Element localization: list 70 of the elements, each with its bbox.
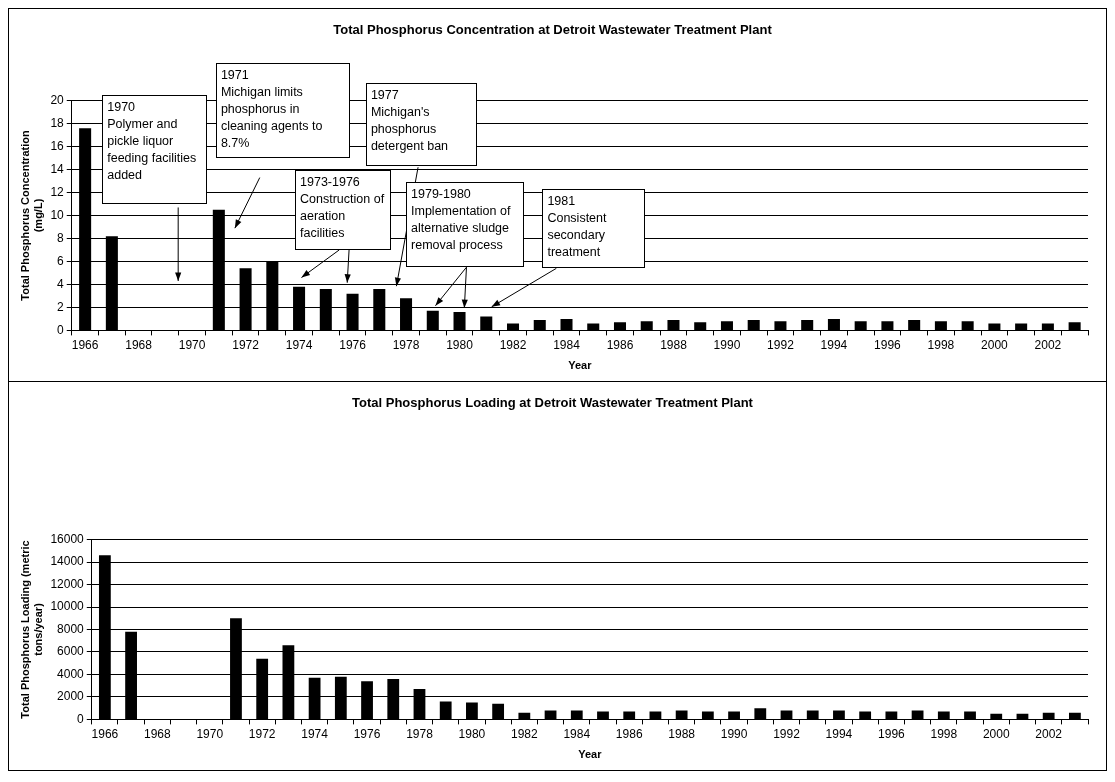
y-tick-label: 4000	[57, 666, 85, 681]
x-tick-label: 1972	[232, 337, 260, 352]
y-tick-label: 2000	[57, 689, 85, 704]
x-tick-label: 1966	[71, 337, 99, 352]
x-tick-label: 1996	[878, 726, 906, 741]
y-tick-label: 0	[77, 711, 85, 726]
x-axis-title: Year	[578, 748, 603, 761]
y-tick-label: 18	[50, 115, 65, 130]
y-axis-title: Total Phosphorus Loading (metric tons/year)	[18, 540, 44, 719]
x-tick-label: 1984	[563, 726, 591, 741]
y-tick-label: 8	[57, 230, 65, 245]
x-tick-label: 1974	[301, 726, 329, 741]
y-tick-label: 8000	[57, 621, 85, 636]
x-tick-label: 1986	[615, 726, 643, 741]
x-tick-label: 1986	[606, 337, 634, 352]
x-tick-label: 1978	[406, 726, 434, 741]
x-tick-label: 2002	[1034, 337, 1062, 352]
x-tick-label: 1988	[668, 726, 696, 741]
y-tick-label: 6	[57, 253, 65, 268]
x-tick-label: 1990	[713, 337, 741, 352]
x-tick-label: 1992	[767, 337, 795, 352]
callout-box: 1979-1980 Implementation of alternative sludge removal process	[406, 182, 524, 268]
y-tick-label: 2	[57, 299, 65, 314]
y-tick-label: 20	[50, 92, 65, 107]
x-tick-label: 1980	[458, 726, 486, 741]
x-tick-label: 1980	[446, 337, 474, 352]
x-tick-label: 1994	[820, 337, 848, 352]
x-axis-title: Year	[568, 359, 593, 372]
x-tick-label: 1984	[553, 337, 581, 352]
x-tick-label: 1970	[196, 726, 224, 741]
x-tick-label: 1968	[143, 726, 171, 741]
chart-title: Total Phosphorus Loading at Detroit Wastewater Treatment Plant	[352, 395, 754, 411]
y-tick-label: 0	[57, 322, 65, 337]
y-tick-label: 10000	[50, 599, 85, 614]
x-tick-label: 2002	[1035, 726, 1063, 741]
y-tick-label: 16000	[50, 531, 85, 546]
callout-box: 1981 Consistent secondary treatment	[542, 189, 645, 269]
y-axis-title: Total Phosphorus Concentration (mg/L)	[18, 130, 44, 301]
x-tick-label: 1976	[339, 337, 367, 352]
x-tick-label: 1988	[660, 337, 688, 352]
x-tick-label: 1976	[353, 726, 381, 741]
y-tick-label: 14000	[50, 554, 85, 569]
y-tick-label: 10	[50, 207, 65, 222]
x-tick-label: 1996	[874, 337, 902, 352]
x-tick-label: 1994	[825, 726, 853, 741]
x-tick-label: 1998	[930, 726, 958, 741]
x-tick-label: 1968	[125, 337, 153, 352]
x-tick-label: 1966	[91, 726, 119, 741]
y-tick-label: 16	[50, 138, 65, 153]
chart-title: Total Phosphorus Concentration at Detroit Wastewater Treatment Plant	[333, 22, 773, 38]
x-tick-label: 1998	[927, 337, 955, 352]
callout-box: 1977 Michigan's phosphorus detergent ban	[365, 83, 477, 167]
y-tick-label: 12000	[50, 576, 85, 591]
x-tick-label: 2000	[982, 726, 1010, 741]
y-tick-label: 4	[57, 276, 65, 291]
x-tick-label: 1970	[178, 337, 206, 352]
y-tick-label: 14	[50, 161, 65, 176]
x-tick-label: 1982	[510, 726, 539, 741]
y-tick-label: 6000	[57, 644, 85, 659]
x-tick-label: 1972	[248, 726, 276, 741]
callout-box: 1973-1976 Construction of aeration facilities	[295, 169, 392, 250]
y-tick-label: 12	[50, 184, 65, 199]
x-tick-label: 1990	[720, 726, 748, 741]
x-tick-label: 1974	[285, 337, 313, 352]
x-tick-label: 2000	[981, 337, 1009, 352]
x-tick-label: 1992	[773, 726, 801, 741]
x-tick-label: 1978	[392, 337, 420, 352]
callout-box: 1971 Michigan limits phosphorus in cleaning agents to 8.7%	[215, 62, 350, 159]
x-tick-label: 1982	[499, 337, 527, 352]
callout-box: 1970 Polymer and pickle liquor feeding facilities added	[102, 94, 208, 204]
